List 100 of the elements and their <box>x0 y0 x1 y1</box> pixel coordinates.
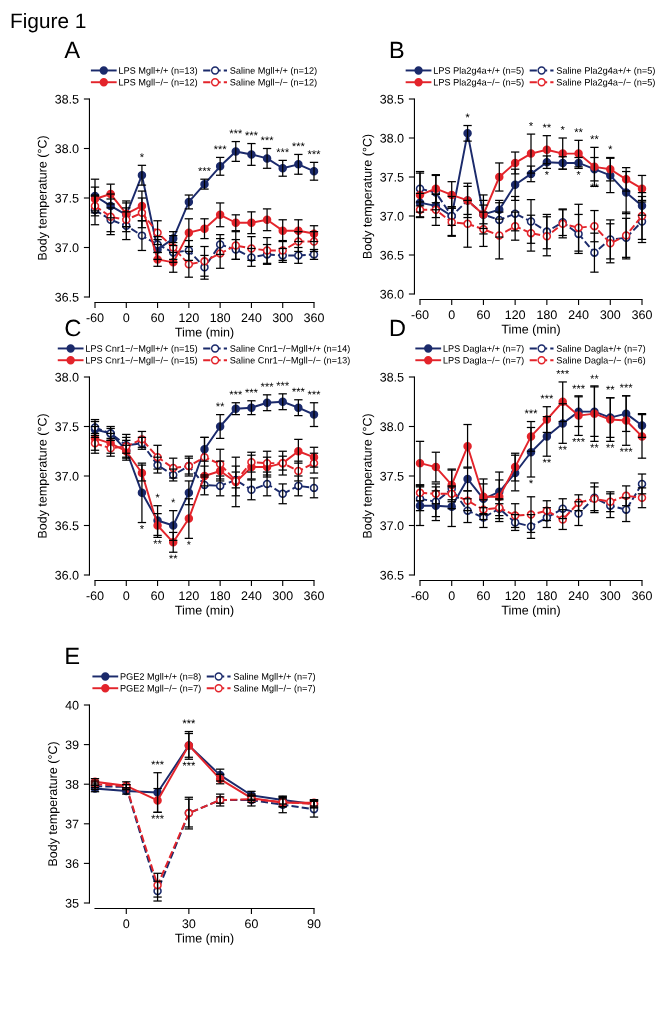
x-axis-title: Time (min) <box>175 933 234 946</box>
x-tick-label: 120 <box>505 591 526 601</box>
y-axis-title: Body temperature (°C) <box>37 136 50 260</box>
y-tick-label: 37.0 <box>380 521 404 531</box>
chart-title: C <box>65 319 81 337</box>
x-tick-label: 360 <box>632 310 652 320</box>
annotation: *** <box>245 131 258 136</box>
legend-label: PGE2 Mgll+/+ (n=8) <box>120 673 201 682</box>
x-tick-label: 60 <box>477 310 490 320</box>
y-tick-label: 36.0 <box>55 570 79 580</box>
annotation: *** <box>307 150 321 155</box>
x-tick-label: 360 <box>304 591 324 601</box>
y-tick-label: 37.5 <box>380 172 404 182</box>
legend-label: Saline Cnr1−/−Mgll+/+ (n=14) <box>230 345 350 354</box>
annotation: *** <box>198 167 211 172</box>
x-tick-label: -60 <box>86 313 104 323</box>
x-tick-label: 90 <box>307 919 321 929</box>
y-tick-label: 36.5 <box>55 521 79 531</box>
annotation: *** <box>524 409 538 414</box>
annotation: ** <box>590 135 599 140</box>
y-tick-label: 37.0 <box>380 211 404 221</box>
annotation: *** <box>540 394 554 399</box>
annotation: *** <box>307 390 321 395</box>
chart-title: A <box>64 41 81 59</box>
y-tick-label: 38.5 <box>380 372 404 382</box>
x-tick-label: 60 <box>245 919 258 929</box>
legend-label: Saline Mgll+/+ (n=7) <box>233 673 316 682</box>
annotation: *** <box>292 387 305 392</box>
annotation: *** <box>276 148 290 153</box>
annotation: *** <box>151 760 164 765</box>
annotation: ** <box>153 539 162 544</box>
legend-label: LPS Pla2g4a+/+ (n=5) <box>433 67 524 76</box>
x-tick-label: 120 <box>179 591 199 601</box>
legend-label: PGE2 Mgll−/− (n=7) <box>120 684 201 694</box>
y-tick-label: 36.5 <box>380 570 404 580</box>
legend-label: Saline Mgll−/− (n=12) <box>230 78 317 88</box>
x-tick-label: 0 <box>448 310 455 320</box>
y-axis-title: Body temperature (°C) <box>37 414 50 538</box>
annotation: ** <box>590 443 599 448</box>
y-axis-title: Body temperature (°C) <box>47 742 60 866</box>
caption: Figure 1 <box>11 12 86 33</box>
y-tick-label: 38.5 <box>55 94 79 104</box>
y-tick-label: 37.0 <box>55 471 79 481</box>
y-tick-label: 36.0 <box>380 289 404 299</box>
annotation: * <box>186 540 191 545</box>
annotation: *** <box>229 390 243 395</box>
x-tick-label: 60 <box>151 313 165 323</box>
y-tick-label: 36.5 <box>55 292 79 302</box>
y-tick-label: 36 <box>65 859 79 869</box>
x-tick-label: 240 <box>568 310 589 320</box>
y-tick-label: 37.5 <box>380 471 404 481</box>
x-axis-title: Time (min) <box>501 324 560 337</box>
annotation: * <box>139 153 144 158</box>
annotation: *** <box>151 814 164 819</box>
x-tick-label: 180 <box>537 591 557 601</box>
annotation: ** <box>542 123 552 128</box>
x-tick-label: 60 <box>151 591 165 601</box>
legend-label: Saline Pla2g4a+/+ (n=5) <box>556 67 655 76</box>
y-axis-title: Body temperature (°C) <box>362 134 375 259</box>
x-tick-label: 300 <box>272 591 293 601</box>
x-tick-label: 120 <box>179 313 199 323</box>
x-tick-label: 360 <box>632 591 652 601</box>
annotation: *** <box>182 719 196 724</box>
annotation: * <box>529 479 533 484</box>
annotation: * <box>465 113 470 118</box>
x-tick-label: 300 <box>272 313 293 323</box>
y-tick-label: 38.5 <box>380 94 404 104</box>
annotation: * <box>560 125 565 130</box>
y-tick-label: 36.5 <box>380 250 404 260</box>
y-tick-label: 38.0 <box>55 372 79 382</box>
y-tick-label: 37.5 <box>55 193 79 203</box>
y-tick-label: 38.0 <box>55 144 79 154</box>
legend-label: LPS Cnr1−/−Mgll−/− (n=15) <box>86 356 198 366</box>
x-axis-title: Time (min) <box>175 605 234 618</box>
legend-label: LPS Mgll+/+ (n=13) <box>119 67 198 76</box>
annotation: *** <box>619 447 633 452</box>
legend-label: LPS Dagla−/− (n=7) <box>443 356 524 366</box>
y-tick-label: 38.0 <box>380 133 404 143</box>
annotation: * <box>139 525 144 529</box>
x-tick-label: 180 <box>210 313 231 323</box>
legend-label: Saline Pla2g4a−/− (n=5) <box>556 78 655 88</box>
y-tick-label: 40 <box>65 700 79 710</box>
annotation: *** <box>572 384 585 389</box>
chart-title: D <box>390 319 405 337</box>
x-tick-label: 240 <box>241 591 262 601</box>
x-tick-label: 0 <box>123 919 130 929</box>
annotation: * <box>576 170 581 175</box>
x-tick-label: 240 <box>568 591 589 601</box>
annotation: *** <box>260 136 274 141</box>
x-tick-label: -60 <box>86 591 104 601</box>
y-tick-label: 37.5 <box>55 422 79 432</box>
x-axis-title: Time (min) <box>175 327 234 340</box>
legend-label: Saline Dagla+/+ (n=7) <box>556 345 646 354</box>
x-tick-label: 0 <box>123 313 130 323</box>
x-tick-label: 60 <box>477 591 490 601</box>
annotation: * <box>155 493 160 498</box>
annotation: ** <box>216 402 225 407</box>
x-tick-label: 0 <box>448 591 455 601</box>
annotation: * <box>544 170 549 175</box>
x-tick-label: 360 <box>304 313 324 323</box>
